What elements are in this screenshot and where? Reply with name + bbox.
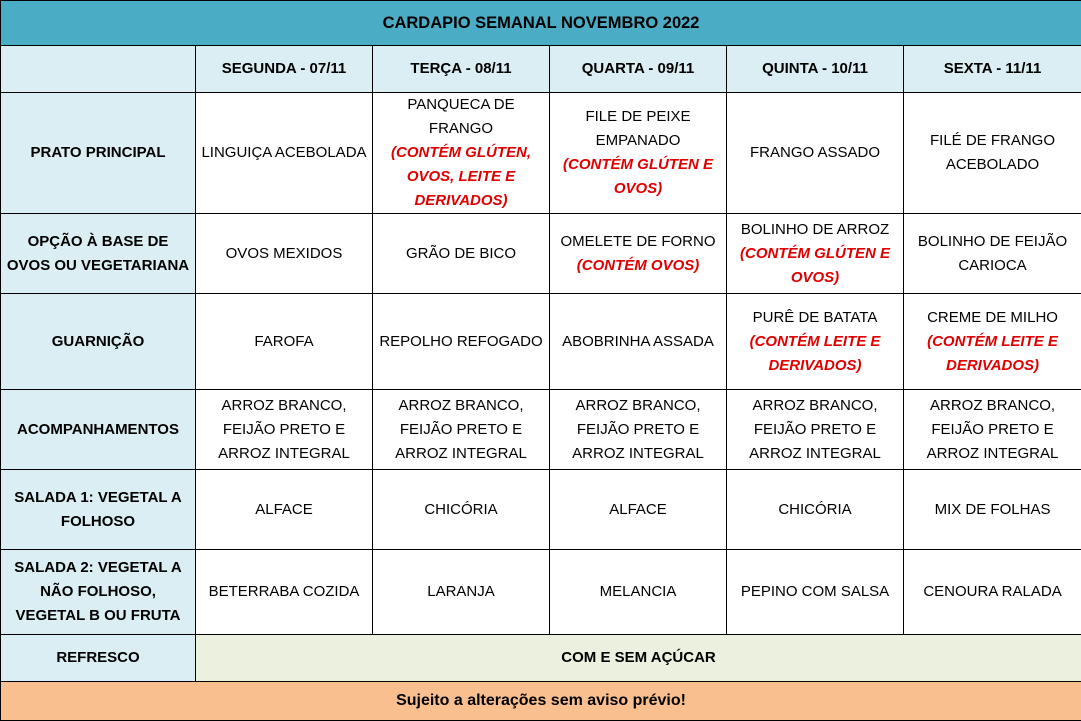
menu-cell: BOLINHO DE FEIJÃO CARIOCA (904, 214, 1081, 294)
dish-name: ALFACE (554, 498, 722, 522)
menu-cell: BOLINHO DE ARROZ(CONTÉM GLÚTEN E OVOS) (727, 214, 904, 294)
dish-name: CENOURA RALADA (908, 580, 1077, 604)
dish-name: PEPINO COM SALSA (731, 580, 899, 604)
dish-name: ARROZ BRANCO, FEIJÃO PRETO E ARROZ INTEG… (200, 394, 368, 466)
menu-cell: FILÉ DE FRANGO ACEBOLADO (904, 93, 1081, 214)
dish-name: LARANJA (377, 580, 545, 604)
row-label: REFRESCO (1, 635, 196, 682)
menu-cell: OVOS MEXIDOS (196, 214, 373, 294)
refresco-value: COM E SEM AÇÚCAR (196, 635, 1081, 682)
day-header: SEXTA - 11/11 (904, 46, 1081, 93)
day-header: QUARTA - 09/11 (550, 46, 727, 93)
menu-cell: ARROZ BRANCO, FEIJÃO PRETO E ARROZ INTEG… (373, 390, 550, 470)
menu-cell: CENOURA RALADA (904, 550, 1081, 635)
menu-cell: MELANCIA (550, 550, 727, 635)
menu-cell: ARROZ BRANCO, FEIJÃO PRETO E ARROZ INTEG… (904, 390, 1081, 470)
row-label: GUARNIÇÃO (1, 294, 196, 390)
dish-name: BETERRABA COZIDA (200, 580, 368, 604)
row-label: ACOMPANHAMENTOS (1, 390, 196, 470)
allergen-warning: (CONTÉM LEITE E DERIVADOS) (731, 330, 899, 378)
menu-cell: ARROZ BRANCO, FEIJÃO PRETO E ARROZ INTEG… (727, 390, 904, 470)
menu-cell: FAROFA (196, 294, 373, 390)
dish-name: MIX DE FOLHAS (908, 498, 1077, 522)
dish-name: ARROZ BRANCO, FEIJÃO PRETO E ARROZ INTEG… (908, 394, 1077, 466)
menu-cell: BETERRABA COZIDA (196, 550, 373, 635)
menu-cell: ARROZ BRANCO, FEIJÃO PRETO E ARROZ INTEG… (550, 390, 727, 470)
day-header: TERÇA - 08/11 (373, 46, 550, 93)
menu-title: CARDAPIO SEMANAL NOVEMBRO 2022 (1, 1, 1081, 46)
day-header: QUINTA - 10/11 (727, 46, 904, 93)
menu-cell: LINGUIÇA ACEBOLADA (196, 93, 373, 214)
allergen-warning: (CONTÉM GLÚTEN E OVOS) (731, 242, 899, 290)
row-label: SALADA 1: VEGETAL A FOLHOSO (1, 470, 196, 550)
corner-cell (1, 46, 196, 93)
dish-name: GRÃO DE BICO (377, 242, 545, 266)
dish-name: CREME DE MILHO (908, 306, 1077, 330)
dish-name: LINGUIÇA ACEBOLADA (200, 141, 368, 165)
dish-name: ARROZ BRANCO, FEIJÃO PRETO E ARROZ INTEG… (377, 394, 545, 466)
row-label: OPÇÃO À BASE DE OVOS OU VEGETARIANA (1, 214, 196, 294)
dish-name: FILE DE PEIXE EMPANADO (554, 105, 722, 153)
menu-cell: ALFACE (550, 470, 727, 550)
dish-name: CHICÓRIA (377, 498, 545, 522)
menu-cell: ABOBRINHA ASSADA (550, 294, 727, 390)
allergen-warning: (CONTÉM LEITE E DERIVADOS) (908, 330, 1077, 378)
dish-name: ALFACE (200, 498, 368, 522)
allergen-warning: (CONTÉM OVOS) (554, 254, 722, 278)
day-header: SEGUNDA - 07/11 (196, 46, 373, 93)
dish-name: OVOS MEXIDOS (200, 242, 368, 266)
menu-cell: ALFACE (196, 470, 373, 550)
menu-cell: CHICÓRIA (727, 470, 904, 550)
menu-cell: FRANGO ASSADO (727, 93, 904, 214)
menu-cell: PEPINO COM SALSA (727, 550, 904, 635)
menu-row: SALADA 2: VEGETAL A NÃO FOLHOSO, VEGETAL… (1, 550, 1081, 635)
row-label: PRATO PRINCIPAL (1, 93, 196, 214)
allergen-warning: (CONTÉM GLÚTEN E OVOS) (554, 153, 722, 201)
dish-name: ARROZ BRANCO, FEIJÃO PRETO E ARROZ INTEG… (731, 394, 899, 466)
menu-cell: FILE DE PEIXE EMPANADO(CONTÉM GLÚTEN E O… (550, 93, 727, 214)
menu-cell: PURÊ DE BATATA(CONTÉM LEITE E DERIVADOS) (727, 294, 904, 390)
row-label: SALADA 2: VEGETAL A NÃO FOLHOSO, VEGETAL… (1, 550, 196, 635)
allergen-warning: (CONTÉM GLÚTEN, OVOS, LEITE E DERIVADOS) (377, 141, 545, 213)
menu-cell: CREME DE MILHO(CONTÉM LEITE E DERIVADOS) (904, 294, 1081, 390)
menu-cell: OMELETE DE FORNO(CONTÉM OVOS) (550, 214, 727, 294)
menu-cell: PANQUECA DE FRANGO(CONTÉM GLÚTEN, OVOS, … (373, 93, 550, 214)
dish-name: PURÊ DE BATATA (731, 306, 899, 330)
dish-name: BOLINHO DE ARROZ (731, 218, 899, 242)
dish-name: FILÉ DE FRANGO ACEBOLADO (908, 129, 1077, 177)
dish-name: FAROFA (200, 330, 368, 354)
menu-cell: MIX DE FOLHAS (904, 470, 1081, 550)
refresco-row: REFRESCO COM E SEM AÇÚCAR (1, 635, 1081, 682)
dish-name: OMELETE DE FORNO (554, 230, 722, 254)
dish-name: CHICÓRIA (731, 498, 899, 522)
dish-name: REPOLHO REFOGADO (377, 330, 545, 354)
dish-name: PANQUECA DE FRANGO (377, 93, 545, 141)
menu-cell: REPOLHO REFOGADO (373, 294, 550, 390)
menu-cell: CHICÓRIA (373, 470, 550, 550)
dish-name: MELANCIA (554, 580, 722, 604)
dish-name: ARROZ BRANCO, FEIJÃO PRETO E ARROZ INTEG… (554, 394, 722, 466)
dish-name: FRANGO ASSADO (731, 141, 899, 165)
menu-cell: GRÃO DE BICO (373, 214, 550, 294)
footer-note: Sujeito a alterações sem aviso prévio! (1, 682, 1081, 721)
menu-cell: LARANJA (373, 550, 550, 635)
dish-name: ABOBRINHA ASSADA (554, 330, 722, 354)
dish-name: BOLINHO DE FEIJÃO CARIOCA (908, 230, 1077, 278)
menu-cell: ARROZ BRANCO, FEIJÃO PRETO E ARROZ INTEG… (196, 390, 373, 470)
